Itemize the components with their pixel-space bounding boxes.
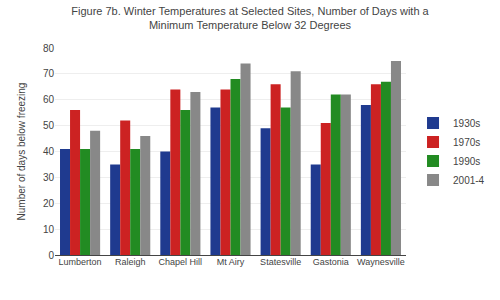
svg-text:50: 50 bbox=[43, 120, 55, 131]
svg-text:0: 0 bbox=[48, 250, 54, 261]
svg-text:1930s: 1930s bbox=[453, 118, 480, 129]
svg-text:80: 80 bbox=[43, 43, 55, 54]
svg-text:30: 30 bbox=[43, 172, 55, 183]
svg-text:Statesville: Statesville bbox=[260, 257, 301, 267]
svg-text:70: 70 bbox=[43, 68, 55, 79]
svg-text:Waynesville: Waynesville bbox=[357, 257, 405, 267]
svg-text:10: 10 bbox=[43, 224, 55, 235]
svg-text:Mt Airy: Mt Airy bbox=[217, 257, 245, 267]
svg-text:Gastonia: Gastonia bbox=[313, 257, 349, 267]
svg-text:Lumberton: Lumberton bbox=[59, 257, 102, 267]
svg-text:1970s: 1970s bbox=[453, 137, 480, 148]
svg-text:Number of days below freezing: Number of days below freezing bbox=[16, 83, 27, 221]
svg-text:Chapel Hill: Chapel Hill bbox=[159, 257, 203, 267]
svg-text:Figure 7b. Winter Temperatures: Figure 7b. Winter Temperatures at Select… bbox=[71, 5, 429, 31]
svg-text:20: 20 bbox=[43, 198, 55, 209]
svg-text:40: 40 bbox=[43, 146, 55, 157]
svg-text:2001-4: 2001-4 bbox=[453, 175, 485, 186]
svg-text:1990s: 1990s bbox=[453, 156, 480, 167]
svg-text:Raleigh: Raleigh bbox=[115, 257, 146, 267]
svg-text:60: 60 bbox=[43, 94, 55, 105]
